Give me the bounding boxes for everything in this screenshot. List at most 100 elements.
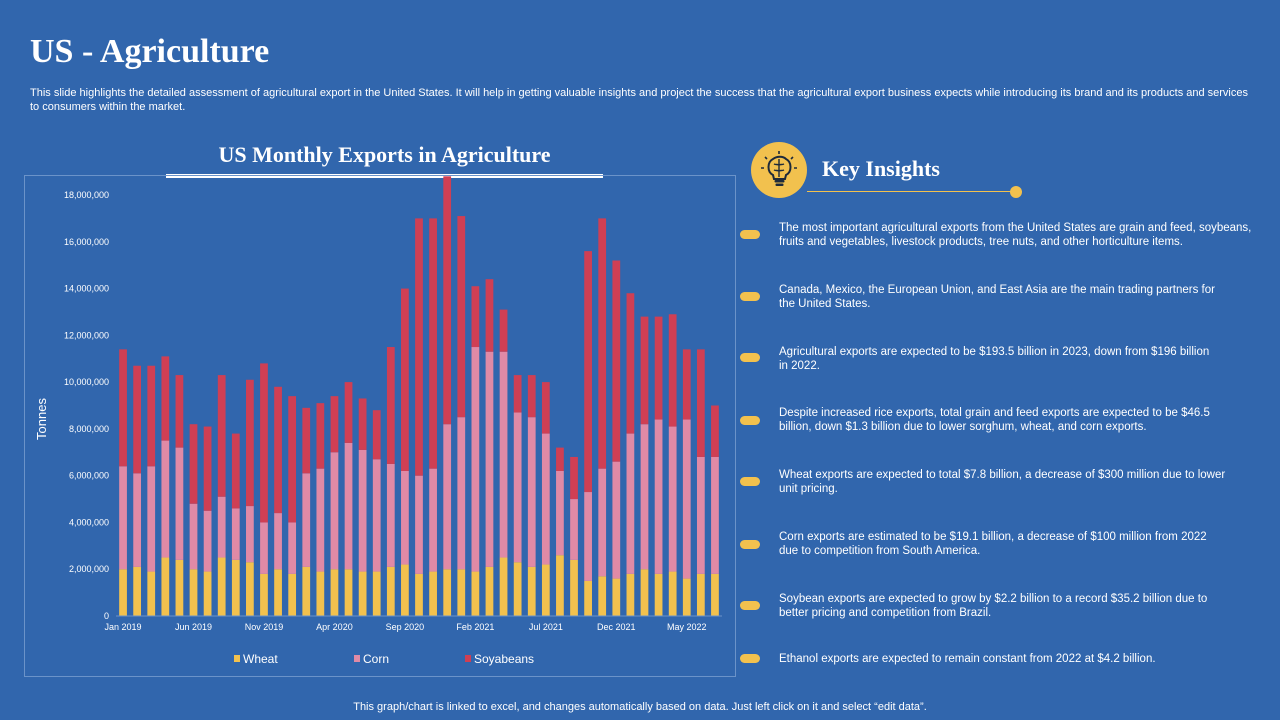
bar-corn-8[interactable] [231,508,240,560]
bar-soyabeans-31[interactable] [556,447,564,471]
bar-wheat-38[interactable] [654,573,663,616]
bar-corn-6[interactable] [203,510,212,572]
bar-soyabeans-14[interactable] [316,403,325,469]
bar-wheat-15[interactable] [330,569,339,616]
bar-corn-11[interactable] [274,513,282,570]
bar-wheat-12[interactable] [288,573,297,616]
bar-soyabeans-10[interactable] [260,363,268,523]
bar-soyabeans-25[interactable] [471,286,480,348]
bar-corn-39[interactable] [668,426,677,572]
bar-wheat-10[interactable] [260,573,268,616]
bar-corn-7[interactable] [217,496,226,558]
chart-frame[interactable] [24,175,736,677]
bar-wheat-39[interactable] [668,571,677,616]
bar-corn-41[interactable] [696,456,705,574]
bar-wheat-23[interactable] [443,569,452,616]
bar-corn-32[interactable] [570,499,578,560]
bar-corn-35[interactable] [612,461,621,579]
bar-wheat-11[interactable] [274,569,282,616]
bar-soyabeans-35[interactable] [612,260,621,462]
bar-corn-4[interactable] [175,447,184,560]
bar-corn-38[interactable] [654,419,663,574]
bar-corn-28[interactable] [513,412,522,563]
bar-wheat-1[interactable] [133,566,142,616]
bar-soyabeans-5[interactable] [189,424,198,504]
bar-wheat-7[interactable] [217,557,226,616]
bar-corn-37[interactable] [640,424,649,570]
bar-corn-0[interactable] [119,466,127,570]
bar-corn-10[interactable] [260,522,268,574]
bar-wheat-20[interactable] [401,564,409,616]
bar-corn-31[interactable] [556,470,564,556]
bar-wheat-13[interactable] [302,566,311,616]
bar-soyabeans-0[interactable] [119,349,127,467]
bar-corn-30[interactable] [541,433,550,565]
bar-corn-29[interactable] [527,417,536,567]
bar-soyabeans-34[interactable] [598,218,607,469]
bar-corn-16[interactable] [344,442,353,570]
bar-wheat-18[interactable] [372,571,381,616]
bar-wheat-34[interactable] [598,576,607,616]
bar-soyabeans-19[interactable] [386,347,395,464]
legend-item-wheat[interactable]: Wheat [234,652,278,666]
bar-soyabeans-15[interactable] [330,396,339,453]
bar-soyabeans-2[interactable] [147,365,156,467]
bar-wheat-42[interactable] [711,573,719,616]
bar-wheat-0[interactable] [119,569,127,616]
bar-soyabeans-37[interactable] [640,316,649,425]
bar-corn-27[interactable] [499,351,508,558]
bar-wheat-16[interactable] [344,569,353,616]
bar-wheat-36[interactable] [626,573,635,616]
bar-wheat-28[interactable] [513,562,522,616]
bar-corn-40[interactable] [682,419,691,579]
bar-soyabeans-18[interactable] [372,410,381,460]
bar-soyabeans-39[interactable] [668,314,677,427]
bar-soyabeans-12[interactable] [288,396,297,523]
bar-wheat-27[interactable] [499,557,508,616]
bar-wheat-40[interactable] [682,578,691,616]
bar-soyabeans-13[interactable] [302,407,311,474]
bar-soyabeans-41[interactable] [696,349,705,457]
bar-corn-23[interactable] [443,424,452,570]
bar-corn-17[interactable] [358,449,367,572]
bar-corn-24[interactable] [457,417,466,570]
bar-wheat-19[interactable] [386,566,395,616]
bar-soyabeans-1[interactable] [133,365,142,474]
bar-soyabeans-7[interactable] [217,375,226,497]
bar-wheat-31[interactable] [556,555,564,616]
bar-corn-9[interactable] [246,506,254,563]
bar-corn-26[interactable] [485,351,494,567]
bar-soyabeans-27[interactable] [499,309,508,352]
bar-corn-14[interactable] [316,468,325,572]
bar-soyabeans-21[interactable] [415,218,423,476]
bar-soyabeans-36[interactable] [626,293,635,434]
bar-soyabeans-22[interactable] [429,218,437,469]
bar-wheat-41[interactable] [696,573,705,616]
bar-soyabeans-8[interactable] [231,433,240,509]
bar-soyabeans-23[interactable] [443,176,452,425]
bar-soyabeans-6[interactable] [203,426,212,511]
bar-corn-19[interactable] [386,463,395,567]
legend[interactable]: Wheat Corn Soyabeans [234,652,534,666]
bar-corn-1[interactable] [133,473,142,567]
bar-soyabeans-24[interactable] [457,216,466,418]
bar-soyabeans-42[interactable] [711,405,719,457]
bar-wheat-24[interactable] [457,569,466,616]
bar-corn-42[interactable] [711,456,719,574]
bar-soyabeans-40[interactable] [682,349,691,420]
bar-wheat-3[interactable] [161,557,170,616]
bar-soyabeans-20[interactable] [401,288,409,471]
bar-corn-15[interactable] [330,452,339,570]
bar-wheat-33[interactable] [584,580,592,616]
bar-soyabeans-26[interactable] [485,279,494,352]
bar-corn-33[interactable] [584,492,592,581]
bar-soyabeans-9[interactable] [246,379,254,507]
bar-corn-18[interactable] [372,459,381,572]
bar-wheat-8[interactable] [231,559,240,616]
bar-wheat-22[interactable] [429,571,437,616]
bar-corn-3[interactable] [161,440,170,558]
bar-corn-20[interactable] [401,470,409,565]
bar-wheat-25[interactable] [471,571,480,616]
bar-wheat-2[interactable] [147,571,156,616]
bar-wheat-14[interactable] [316,571,325,616]
